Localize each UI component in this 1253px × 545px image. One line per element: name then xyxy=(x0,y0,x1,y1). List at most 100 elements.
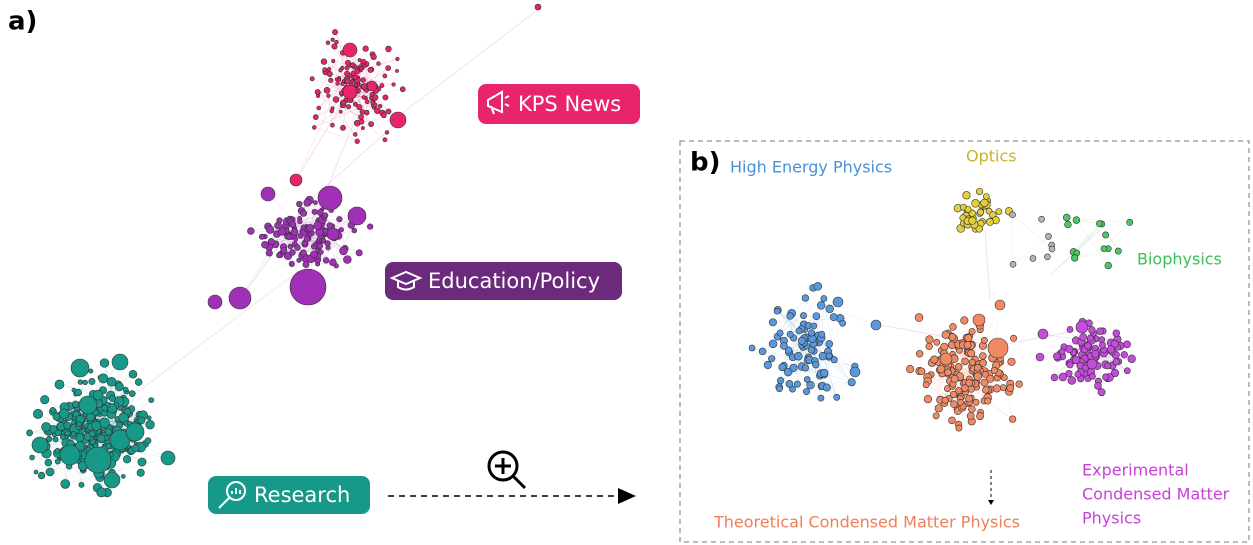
node xyxy=(1126,218,1134,226)
node xyxy=(320,58,328,65)
node xyxy=(915,350,924,358)
cluster-label: Biophysics xyxy=(1137,250,1222,269)
edges xyxy=(29,7,1132,493)
node xyxy=(820,295,828,302)
panel-frame xyxy=(679,140,1250,543)
node xyxy=(1102,373,1110,381)
node xyxy=(326,70,333,77)
edge xyxy=(343,104,356,135)
node xyxy=(923,394,933,404)
node xyxy=(322,257,330,264)
node xyxy=(948,416,956,425)
node xyxy=(807,346,816,354)
node xyxy=(810,322,818,330)
node xyxy=(806,380,815,390)
edge xyxy=(966,195,981,224)
node xyxy=(366,80,378,92)
node xyxy=(59,434,66,440)
node xyxy=(290,228,299,236)
node xyxy=(932,412,940,420)
node xyxy=(1044,253,1051,261)
node xyxy=(786,312,794,320)
node xyxy=(793,380,801,388)
node xyxy=(944,368,952,377)
node xyxy=(817,394,825,402)
edge xyxy=(1073,223,1103,253)
node xyxy=(964,205,972,213)
node xyxy=(354,138,360,144)
edge xyxy=(1012,214,1014,265)
node xyxy=(395,69,399,73)
node xyxy=(316,242,324,250)
node xyxy=(287,243,294,250)
node xyxy=(330,37,335,42)
node xyxy=(980,378,989,387)
node xyxy=(382,94,389,101)
node xyxy=(109,429,131,451)
node xyxy=(137,457,147,467)
node xyxy=(776,329,784,337)
node xyxy=(337,77,342,82)
node xyxy=(822,383,831,392)
node xyxy=(795,327,803,335)
node xyxy=(385,108,392,115)
node xyxy=(92,389,104,401)
node xyxy=(131,444,140,452)
node xyxy=(1066,326,1074,333)
node xyxy=(994,299,1006,311)
node xyxy=(128,390,136,397)
node xyxy=(49,406,56,413)
node xyxy=(789,363,798,372)
edge xyxy=(65,457,169,485)
node xyxy=(228,286,252,310)
node xyxy=(370,53,377,61)
node xyxy=(1094,382,1102,390)
node xyxy=(1112,329,1121,337)
edge xyxy=(344,225,352,249)
node xyxy=(925,335,934,344)
node xyxy=(289,220,297,228)
node xyxy=(296,200,303,208)
node xyxy=(122,455,132,464)
node xyxy=(1067,376,1077,385)
node xyxy=(280,247,288,254)
node xyxy=(936,364,946,374)
node xyxy=(321,238,327,244)
node xyxy=(74,388,82,397)
node xyxy=(76,421,83,427)
node xyxy=(362,45,369,52)
edge xyxy=(317,225,352,265)
node xyxy=(849,366,861,378)
node xyxy=(332,29,339,36)
edge xyxy=(927,376,954,395)
node xyxy=(353,132,358,137)
icon xyxy=(487,90,510,115)
edge xyxy=(1012,244,1052,265)
node xyxy=(1089,372,1096,380)
node xyxy=(360,77,366,83)
node xyxy=(385,45,392,53)
node xyxy=(758,347,767,356)
pill-label: Education/Policy xyxy=(428,269,600,293)
node xyxy=(955,387,963,395)
node xyxy=(29,454,35,461)
node xyxy=(106,376,117,387)
node xyxy=(973,372,983,381)
node xyxy=(768,339,778,349)
node xyxy=(58,408,70,420)
node xyxy=(949,390,958,399)
node xyxy=(784,346,793,354)
edge xyxy=(341,105,372,125)
node xyxy=(40,395,50,405)
node xyxy=(839,319,846,327)
node xyxy=(322,67,328,73)
node xyxy=(1084,342,1092,350)
node xyxy=(1112,358,1120,366)
node xyxy=(1062,213,1071,222)
node xyxy=(1071,254,1079,262)
node xyxy=(78,395,98,415)
node xyxy=(114,382,124,392)
node xyxy=(300,209,308,217)
node xyxy=(773,307,781,315)
